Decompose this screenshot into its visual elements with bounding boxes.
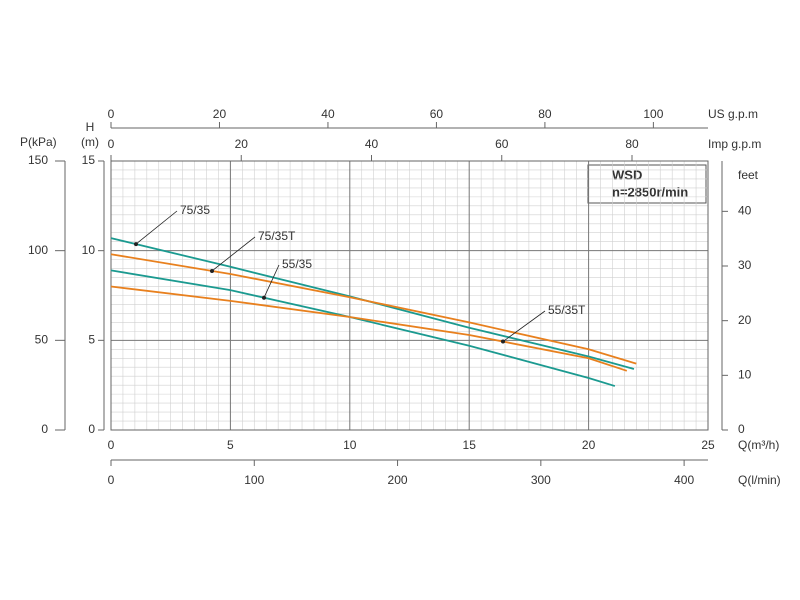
- x-tick-label: 20: [582, 438, 596, 452]
- series-label: 75/35: [180, 203, 210, 217]
- tick-label: 200: [388, 473, 408, 487]
- tick-label: 0: [108, 137, 115, 151]
- annotation: n=2850r/min: [612, 184, 688, 199]
- tick-label: 40: [321, 107, 335, 121]
- series-line: [110, 285, 628, 372]
- y-tick-label: 0: [88, 422, 95, 436]
- tick-label: 0: [108, 107, 115, 121]
- tick-label: 20: [738, 313, 752, 327]
- series-line: [110, 237, 635, 370]
- series-label: 55/35T: [548, 303, 586, 317]
- tick-label: 80: [538, 107, 552, 121]
- x-axis-label: Q(m³/h): [738, 438, 779, 452]
- axis-label: feet: [738, 168, 759, 182]
- y-axis-label: H: [86, 120, 95, 134]
- leader-line: [211, 236, 256, 272]
- tick-label: 100: [244, 473, 264, 487]
- x-tick-label: 0: [108, 438, 115, 452]
- x-tick-label: 5: [227, 438, 234, 452]
- tick-label: 30: [738, 258, 752, 272]
- series-label: 75/35T: [258, 229, 296, 243]
- leader-dot: [210, 268, 214, 273]
- tick-label: 150: [28, 153, 48, 167]
- tick-label: 0: [41, 422, 48, 436]
- tick-label: 60: [495, 137, 509, 151]
- leader-line: [502, 310, 546, 342]
- tick-label: 20: [235, 137, 249, 151]
- tick-label: 80: [625, 137, 639, 151]
- plot-border: [110, 160, 709, 431]
- series-label: 55/35: [282, 257, 312, 271]
- tick-label: 100: [28, 243, 48, 257]
- x-tick-label: 15: [463, 438, 477, 452]
- y-tick-label: 10: [82, 243, 96, 257]
- x-tick-label: 10: [343, 438, 357, 452]
- leader-line: [263, 264, 280, 298]
- series-line: [110, 269, 616, 387]
- tick-label: 20: [213, 107, 227, 121]
- tick-label: 60: [430, 107, 444, 121]
- axis-label: P(kPa): [20, 135, 57, 149]
- axis-label: US g.p.m: [708, 107, 758, 121]
- y-axis-label: (m): [81, 135, 99, 149]
- tick-label: 0: [738, 422, 745, 436]
- leader-dot: [134, 242, 138, 247]
- tick-label: 0: [108, 473, 115, 487]
- axis-label: Q(l/min): [738, 473, 781, 487]
- tick-label: 40: [365, 137, 379, 151]
- tick-label: 100: [643, 107, 663, 121]
- axis-label: Imp g.p.m: [708, 137, 761, 151]
- tick-label: 50: [35, 333, 49, 347]
- tick-label: 300: [531, 473, 551, 487]
- leader-dot: [262, 295, 266, 300]
- y-tick-label: 15: [82, 153, 96, 167]
- leader-dot: [501, 339, 505, 344]
- y-tick-label: 5: [88, 333, 95, 347]
- tick-label: 400: [674, 473, 694, 487]
- tick-label: 10: [738, 368, 752, 382]
- x-tick-label: 25: [701, 438, 715, 452]
- leader-line: [135, 210, 178, 245]
- tick-label: 40: [738, 204, 752, 218]
